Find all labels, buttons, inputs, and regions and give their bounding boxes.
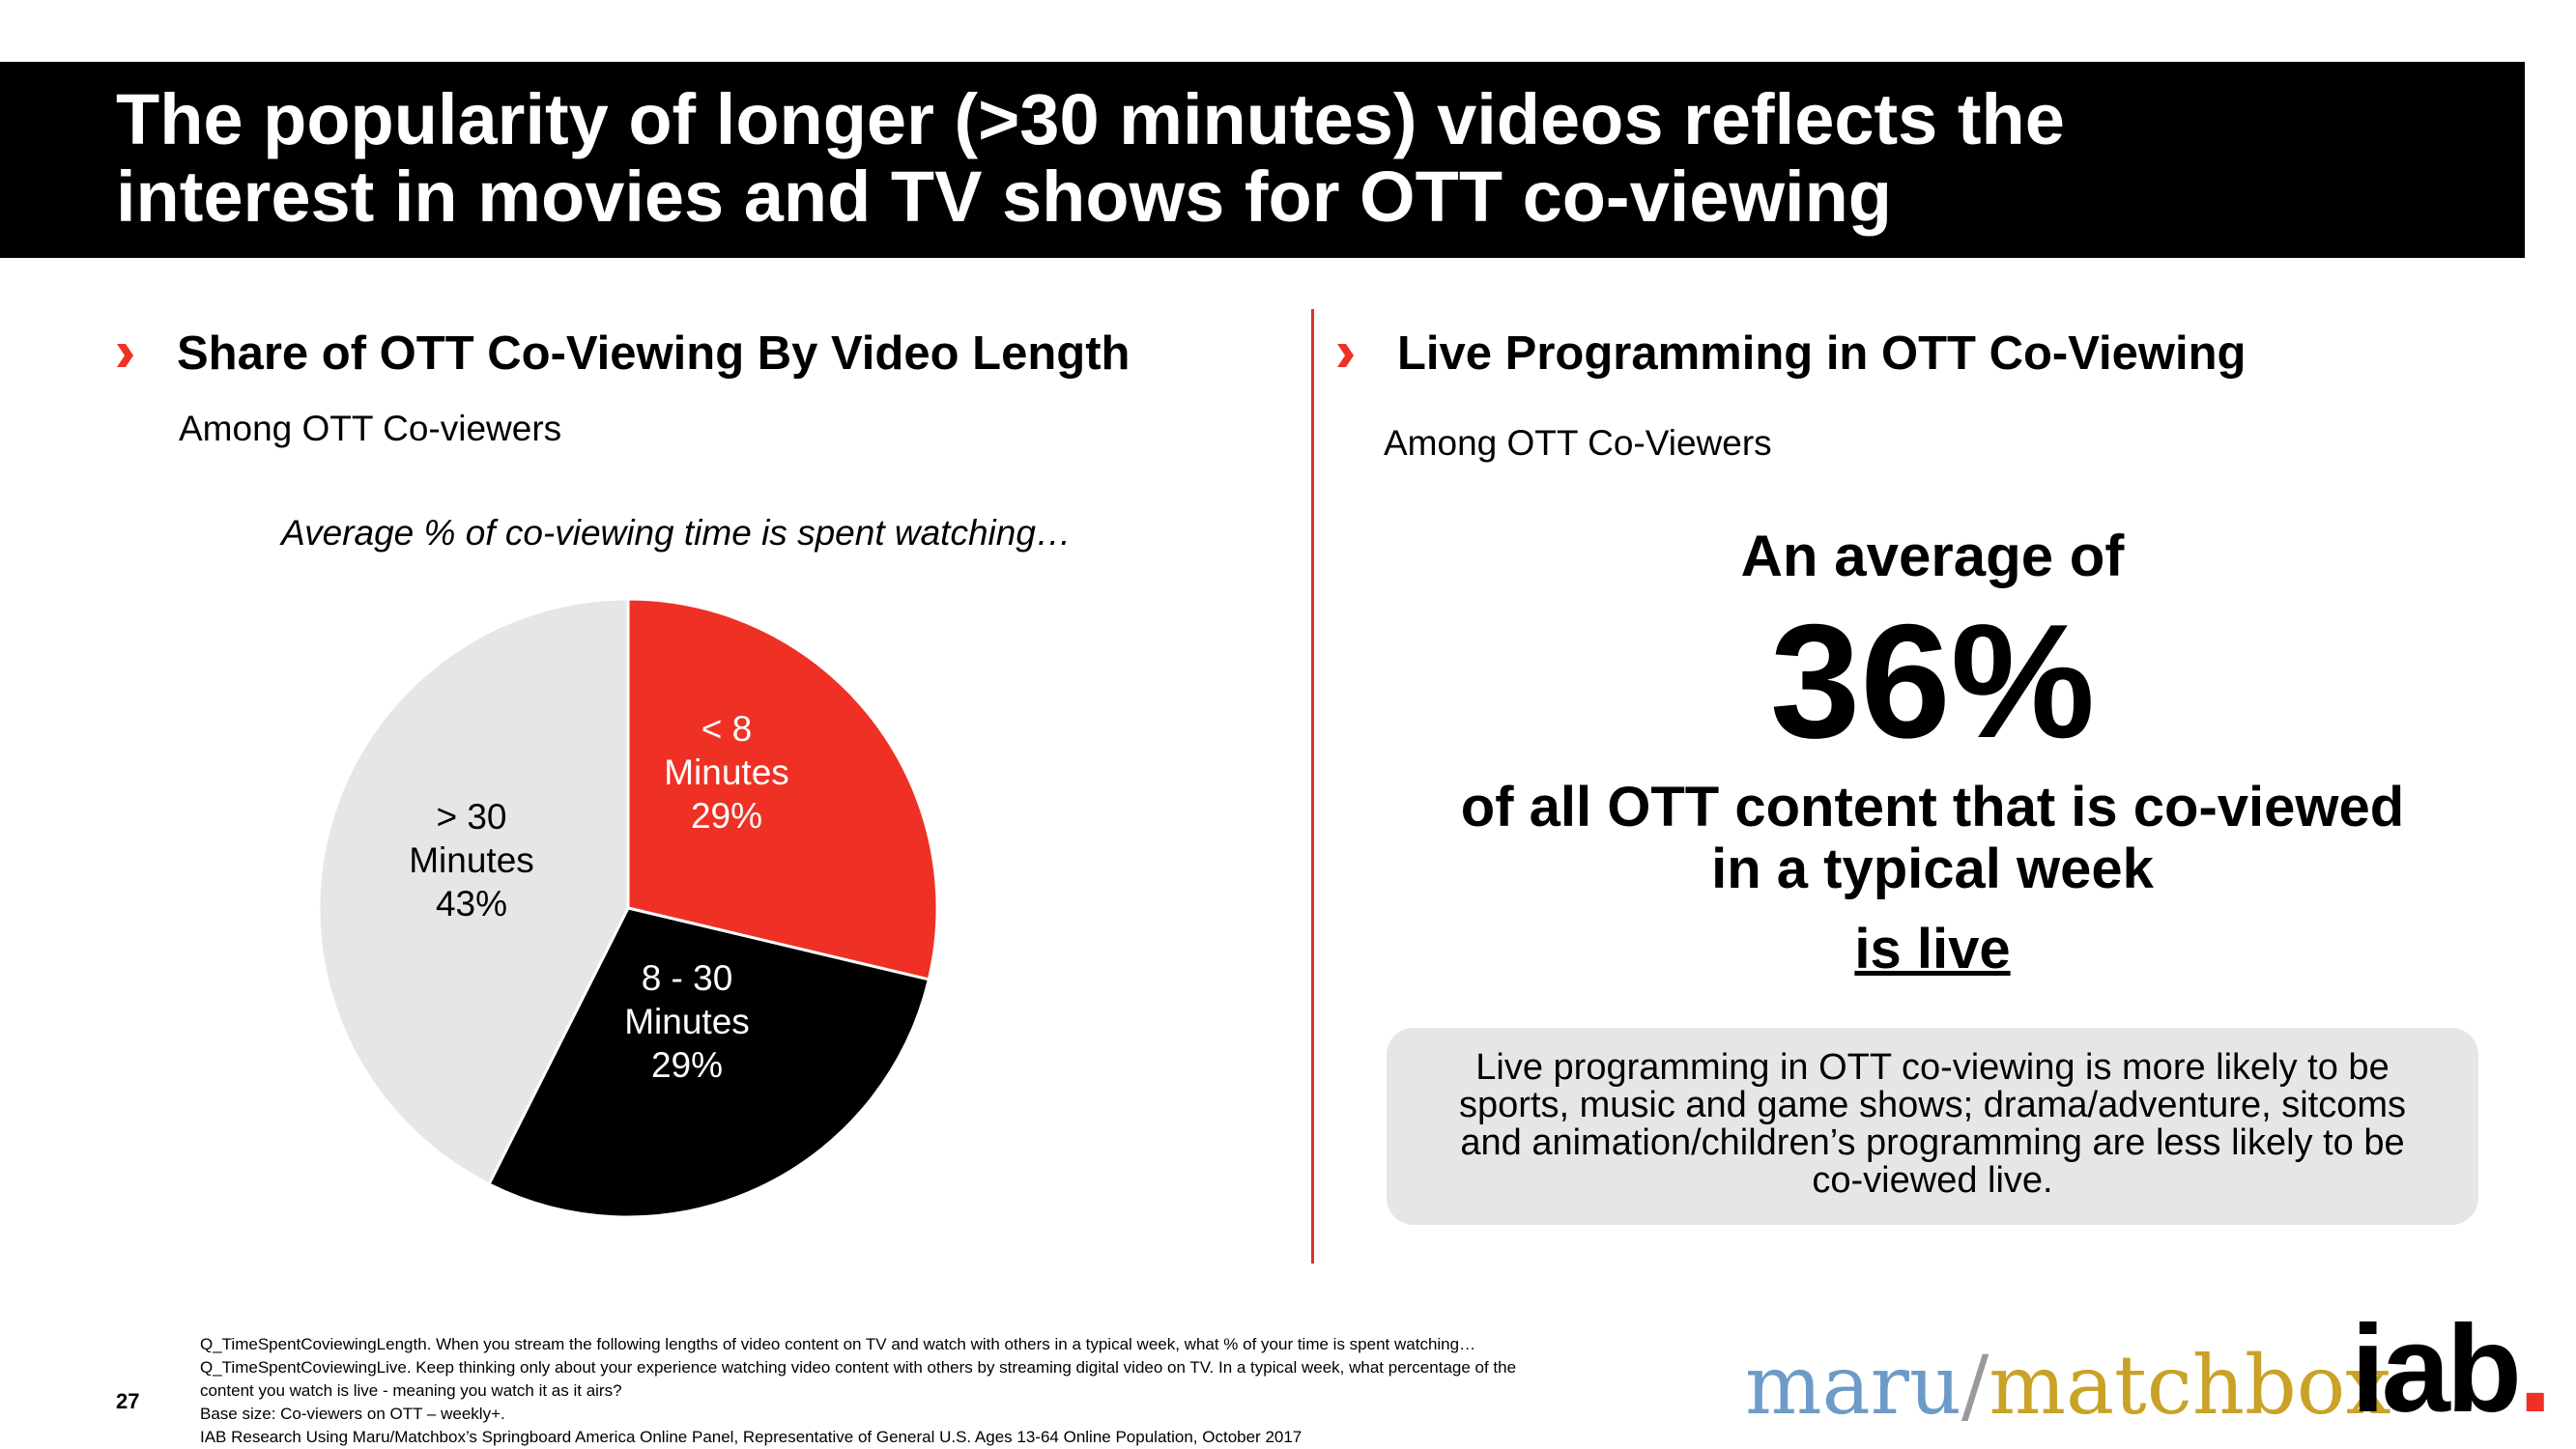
right-section-title: Live Programming in OTT Co-Viewing xyxy=(1397,327,2247,380)
slice-label-8-30-line-1: 8 - 30 xyxy=(641,958,733,998)
slice-label-under-8-line-2: Minutes xyxy=(664,753,789,792)
page-title: The popularity of longer (>30 minutes) v… xyxy=(116,81,2474,236)
callout-line-2: sports, music and game shows; drama/adve… xyxy=(1459,1085,2406,1125)
footnotes: Q_TimeSpentCoviewingLength. When you str… xyxy=(200,1333,1736,1449)
pie-chart xyxy=(317,597,939,1219)
logo-maru-text: maru xyxy=(1745,1338,1961,1433)
footnote-line: Base size: Co-viewers on OTT – weekly+. xyxy=(200,1405,505,1423)
chevron-bullet-icon xyxy=(1337,344,1354,367)
title-bar: The popularity of longer (>30 minutes) v… xyxy=(0,62,2525,258)
footnote-line: IAB Research Using Maru/Matchbox’s Sprin… xyxy=(200,1428,1302,1446)
callout-text: Live programming in OTT co-viewing is mo… xyxy=(1425,1049,2440,1200)
slice-label-under-8-value: 29% xyxy=(690,796,763,836)
page-number: 27 xyxy=(116,1389,140,1413)
slice-label-over-30-value: 43% xyxy=(435,884,508,923)
slice-label-under-8: < 8 Minutes 29% xyxy=(611,707,843,838)
left-section-subtitle: Among OTT Co-viewers xyxy=(179,409,562,448)
stat-description: of all OTT content that is co-viewed in … xyxy=(1353,777,2512,900)
pie-slice-8-30 xyxy=(487,906,931,1219)
logo-matchbox-text: matchbox xyxy=(1989,1338,2391,1433)
callout-box: Live programming in OTT co-viewing is mo… xyxy=(1387,1028,2478,1225)
section-divider xyxy=(1311,309,1314,1264)
footnote-line: content you watch is live - meaning you … xyxy=(200,1381,622,1400)
chart-caption: Average % of co-viewing time is spent wa… xyxy=(281,513,1072,553)
stat-intro: An average of xyxy=(1740,524,2125,588)
slice-label-under-8-line-1: < 8 xyxy=(701,709,753,749)
slice-label-over-30: > 30 Minutes 43% xyxy=(356,795,587,925)
pie-slice-under-8 xyxy=(626,597,939,981)
slice-label-over-30-line-1: > 30 xyxy=(436,797,507,837)
callout-line-3: and animation/children’s programming are… xyxy=(1460,1122,2405,1163)
stat-description-line-2: in a typical week xyxy=(1711,838,2154,900)
slice-label-8-30-line-2: Minutes xyxy=(624,1002,750,1041)
slice-label-8-30-value: 29% xyxy=(650,1045,724,1085)
left-section-title: Share of OTT Co-Viewing By Video Length xyxy=(177,327,1131,380)
stat-emphasis: is live xyxy=(1854,918,2011,980)
maru-matchbox-logo: maru/matchbox xyxy=(1745,1337,2391,1434)
stat-value: 36% xyxy=(1769,590,2096,772)
stat-description-line-1: of all OTT content that is co-viewed xyxy=(1460,776,2405,838)
page-title-line-2: interest in movies and TV shows for OTT … xyxy=(116,156,1892,237)
footnote-line: Q_TimeSpentCoviewingLive. Keep thinking … xyxy=(200,1358,1517,1377)
iab-logo: iab. xyxy=(2351,1300,2553,1438)
slice-label-over-30-line-2: Minutes xyxy=(409,840,534,880)
callout-line-1: Live programming in OTT co-viewing is mo… xyxy=(1475,1047,2390,1088)
page-title-line-1: The popularity of longer (>30 minutes) v… xyxy=(116,79,2065,159)
chevron-bullet-icon xyxy=(117,344,133,367)
logo-iab-text: iab xyxy=(2351,1300,2522,1438)
footnote-line: Q_TimeSpentCoviewingLength. When you str… xyxy=(200,1335,1476,1353)
right-section-subtitle: Among OTT Co-Viewers xyxy=(1384,423,1772,463)
pie-slice-over-30 xyxy=(317,597,630,1186)
logo-iab-dot: . xyxy=(2517,1300,2553,1438)
callout-line-4: co-viewed live. xyxy=(1812,1160,2053,1201)
logo-slash: / xyxy=(1961,1338,1989,1433)
slice-label-8-30: 8 - 30 Minutes 29% xyxy=(571,956,803,1087)
